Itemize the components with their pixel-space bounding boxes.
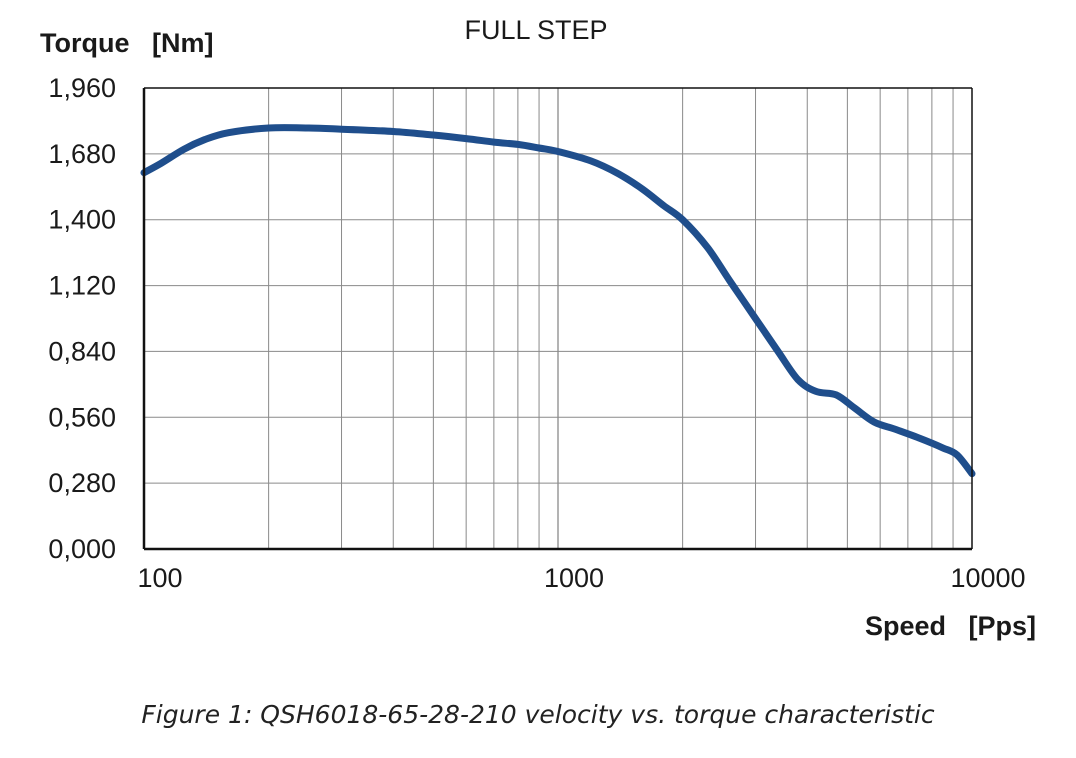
y-tick-label: 0,840 [48,336,116,366]
y-tick-label: 1,680 [48,139,116,169]
y-tick-label: 0,280 [48,468,116,498]
x-axis-title: Speed [Pps] [865,611,1036,641]
y-tick-label: 1,960 [48,73,116,103]
y-tick-label: 0,000 [48,534,116,564]
x-tick-label: 1000 [544,563,604,593]
chart-title: FULL STEP [464,15,607,45]
x-tick-labels: 100 1000 10000 [137,563,1025,593]
grid [144,87,972,550]
torque-series-line [140,124,976,478]
series-layer [140,124,976,478]
x-tick-label: 100 [137,563,182,593]
x-tick-label: 10000 [950,563,1025,593]
y-tick-labels: 0,000 0,280 0,560 0,840 1,120 1,400 1,680 1,960 [48,73,116,564]
y-axis-title: Torque [Nm] [40,28,213,58]
y-tick-label: 1,120 [48,271,116,301]
y-tick-label: 1,400 [48,205,116,235]
figure-caption: Figure 1: QSH6018-65-28-210 velocity vs.… [141,700,935,729]
torque-speed-chart: 0,000 0,280 0,560 0,840 1,120 1,400 1,680 1,960… [40,15,1036,641]
axes [142,87,973,551]
y-tick-label: 0,560 [48,402,116,432]
